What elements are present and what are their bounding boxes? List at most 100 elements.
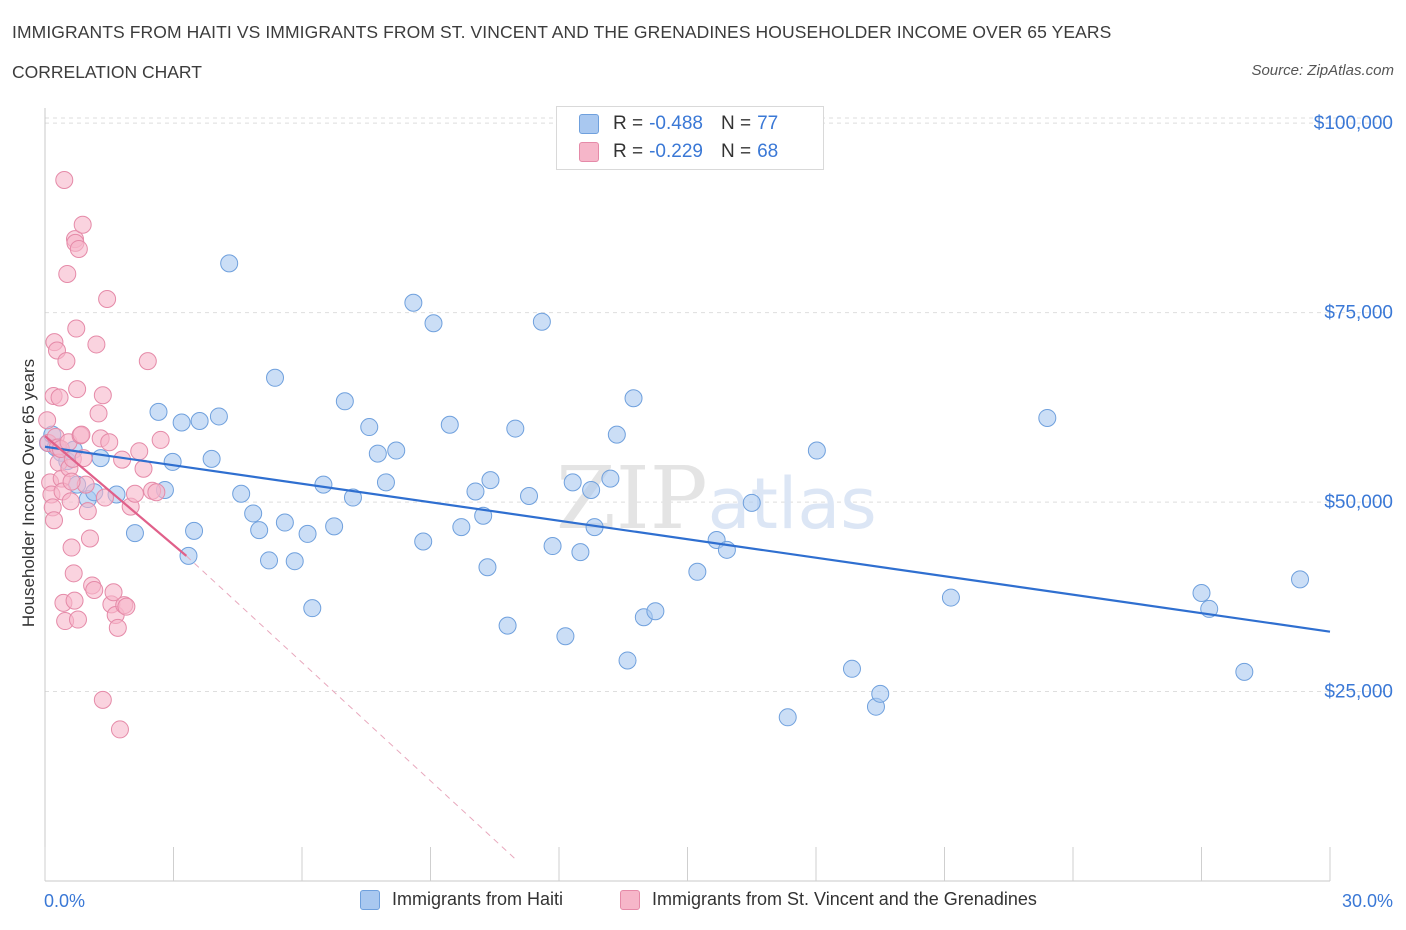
data-point-st-vincent (58, 264, 77, 283)
data-point-st-vincent (55, 170, 74, 189)
data-point-haiti (266, 368, 285, 387)
data-point-st-vincent (80, 529, 99, 548)
data-point-haiti (376, 473, 395, 492)
n-label: N = (720, 113, 752, 134)
data-point-st-vincent (130, 442, 149, 461)
data-point-st-vincent (64, 564, 83, 583)
data-point-st-vincent (50, 388, 69, 407)
data-point-haiti (607, 425, 626, 444)
data-point-st-vincent (138, 352, 157, 371)
data-point-haiti (498, 616, 517, 635)
data-point-st-vincent (95, 488, 114, 507)
legend-label-haiti: Immigrants from Haiti (392, 889, 564, 909)
data-point-st-vincent (61, 492, 80, 511)
data-point-st-vincent (67, 319, 86, 338)
data-point-st-vincent (44, 511, 63, 530)
data-point-haiti (646, 602, 665, 621)
data-point-st-vincent (68, 380, 87, 399)
y-tick-label: $50,000 (1324, 492, 1393, 513)
x-tick-label-max: 30.0% (1341, 891, 1393, 911)
data-point-st-vincent (65, 591, 84, 610)
data-point-st-vincent (85, 580, 104, 599)
data-point-haiti (424, 314, 443, 333)
data-point-haiti (190, 411, 209, 430)
data-point-st-vincent (87, 335, 106, 354)
data-point-haiti (1235, 662, 1254, 681)
legend-item-haiti[interactable]: Immigrants from Haiti (360, 889, 563, 910)
data-point-haiti (260, 551, 279, 570)
data-point-haiti (220, 254, 239, 273)
x-tick-label-min: 0.0% (44, 891, 86, 911)
n-value: 77 (757, 113, 779, 134)
data-point-haiti (209, 407, 228, 426)
data-point-haiti (582, 480, 601, 499)
data-point-haiti (742, 493, 761, 512)
data-point-haiti (601, 469, 620, 488)
trend-line-st-vincent (44, 435, 188, 557)
data-point-st-vincent (93, 386, 112, 405)
data-point-haiti (1291, 570, 1310, 589)
data-point-haiti (466, 482, 485, 501)
data-point-haiti (149, 402, 168, 421)
data-point-haiti (807, 441, 826, 460)
r-value: -0.229 (649, 141, 703, 162)
y-tick-label: $100,000 (1314, 113, 1393, 134)
chart-title: IMMIGRANTS FROM HAITI VS IMMIGRANTS FROM… (12, 22, 1112, 42)
data-point-haiti (478, 558, 497, 577)
stats-legend-row-haiti: R = -0.488 N = 77 (579, 112, 778, 136)
data-point-haiti (506, 419, 525, 438)
data-point-haiti (520, 487, 539, 506)
data-point-st-vincent (104, 583, 123, 602)
data-point-st-vincent (125, 484, 144, 503)
data-point-haiti (343, 488, 362, 507)
data-point-haiti (532, 312, 551, 331)
data-point-haiti (298, 524, 317, 543)
data-point-haiti (481, 471, 500, 490)
data-point-haiti (244, 504, 263, 523)
data-point-haiti (125, 524, 144, 543)
series-legend: Immigrants from Haiti Immigrants from St… (0, 889, 1406, 915)
data-point-st-vincent (78, 502, 97, 521)
data-point-st-vincent (93, 690, 112, 709)
legend-swatch-st-vincent (579, 142, 599, 162)
data-point-haiti (618, 651, 637, 670)
data-point-st-vincent (69, 239, 88, 258)
data-point-st-vincent (147, 483, 166, 502)
data-point-haiti (232, 484, 251, 503)
data-point-haiti (314, 475, 333, 494)
stats-legend-row-st-vincent: R = -0.229 N = 68 (579, 140, 778, 164)
data-point-haiti (1192, 584, 1211, 603)
legend-swatch-haiti (360, 889, 380, 910)
y-axis-title: Householder Income Over 65 years (19, 358, 38, 628)
data-point-haiti (688, 562, 707, 581)
data-point-haiti (303, 599, 322, 618)
data-point-haiti (179, 546, 198, 565)
data-point-haiti (941, 588, 960, 607)
chart-subtitle: CORRELATION CHART (12, 62, 202, 82)
data-point-haiti (404, 293, 423, 312)
data-point-haiti (556, 627, 575, 646)
data-point-haiti (91, 449, 110, 468)
data-point-haiti (335, 392, 354, 411)
data-point-st-vincent (108, 618, 127, 637)
data-point-haiti (285, 552, 304, 571)
stats-legend: R = -0.488 N = 77 R = -0.229 N = 68 (556, 106, 824, 170)
legend-item-st-vincent[interactable]: Immigrants from St. Vincent and the Gren… (620, 889, 1037, 910)
data-point-haiti (387, 441, 406, 460)
data-point-haiti (250, 521, 269, 540)
legend-swatch-haiti (579, 114, 599, 134)
data-point-st-vincent (151, 430, 170, 449)
data-point-haiti (360, 418, 379, 437)
data-point-st-vincent (57, 352, 76, 371)
y-tick-label: $75,000 (1324, 303, 1393, 324)
data-point-haiti (624, 389, 643, 408)
data-point-haiti (440, 415, 459, 434)
data-point-st-vincent (110, 720, 129, 739)
data-point-haiti (202, 449, 221, 468)
data-point-haiti (571, 543, 590, 562)
data-point-st-vincent (62, 472, 81, 491)
source-label: Source: ZipAtlas.com (1251, 62, 1394, 79)
data-point-haiti (414, 532, 433, 551)
data-point-st-vincent (89, 404, 108, 423)
data-point-st-vincent (98, 289, 117, 308)
